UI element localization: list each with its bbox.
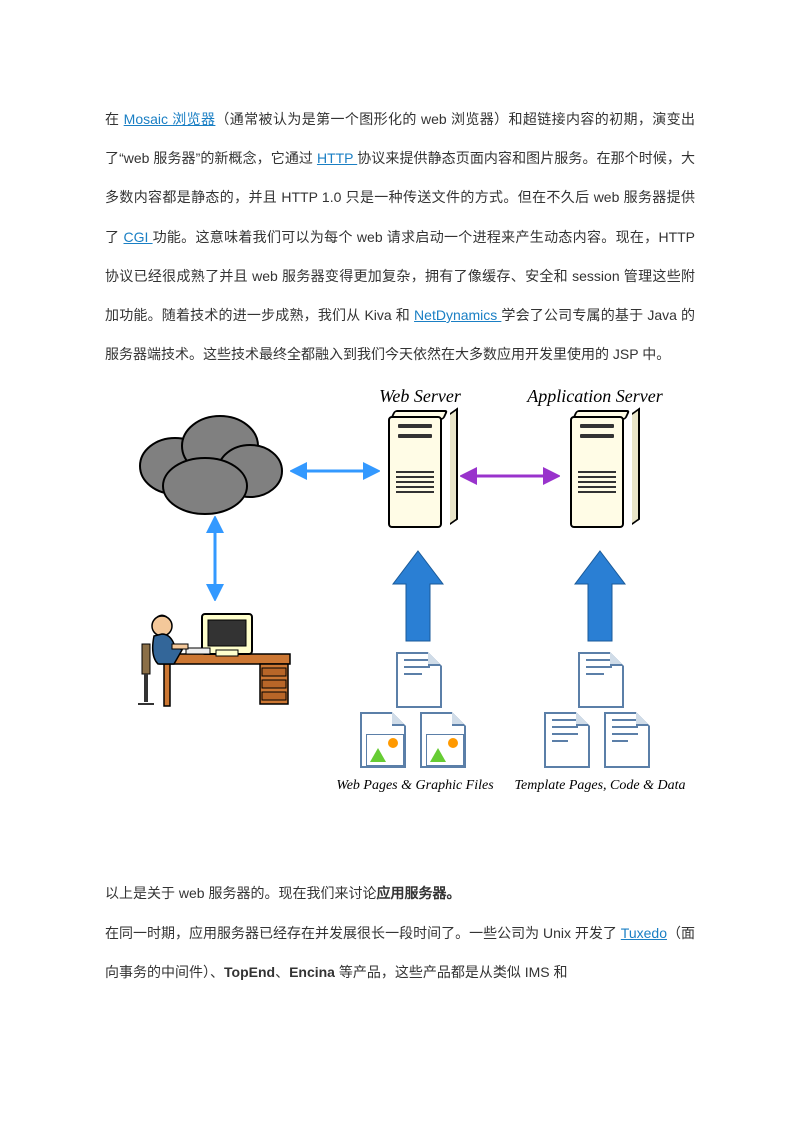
- label-web-server: Web Server: [360, 386, 480, 407]
- app-server-icon: [570, 416, 632, 546]
- arrow-files-to-app: [570, 546, 630, 646]
- cloud-icon: [130, 406, 295, 521]
- text: 、: [275, 964, 289, 980]
- paragraph-intro: 在 Mosaic 浏览器（通常被认为是第一个图形化的 web 浏览器）和超链接内…: [105, 100, 695, 374]
- link-cgi[interactable]: CGI: [124, 229, 153, 245]
- code-icon: [544, 712, 590, 768]
- link-http[interactable]: HTTP: [317, 150, 357, 166]
- text: 在同一时期，应用服务器已经存在并发展很长一段时间了。一些公司为 Unix 开发了: [105, 925, 621, 941]
- bold-appserver: 应用服务器。: [376, 885, 460, 901]
- user-desk-icon: [130, 596, 300, 716]
- link-tuxedo[interactable]: Tuxedo: [621, 925, 667, 941]
- paragraph-appserver: 在同一时期，应用服务器已经存在并发展很长一段时间了。一些公司为 Unix 开发了…: [105, 914, 695, 992]
- graphic-file-icon: [420, 712, 466, 768]
- web-page-icon: [360, 712, 406, 768]
- text: 在: [105, 111, 124, 127]
- caption-web-files: Web Pages & Graphic Files: [330, 778, 500, 794]
- paragraph-transition: 以上是关于 web 服务器的。现在我们来讨论应用服务器。: [105, 874, 695, 913]
- arrow-web-app: [460, 461, 560, 491]
- caption-app-files: Template Pages, Code & Data: [510, 778, 690, 794]
- bold-encina: Encina: [289, 964, 335, 980]
- arrow-cloud-web: [290, 456, 380, 486]
- template-icon: [578, 652, 624, 708]
- doc-icon: [396, 652, 442, 708]
- link-mosaic[interactable]: Mosaic 浏览器: [124, 111, 216, 127]
- link-netdynamics[interactable]: NetDynamics: [414, 307, 501, 323]
- text: 等产品，这些产品都是从类似 IMS 和: [335, 964, 568, 980]
- arrow-cloud-user: [200, 516, 230, 601]
- data-icon: [604, 712, 650, 768]
- bold-topend: TopEnd: [224, 964, 275, 980]
- architecture-diagram: Web Server Application Server: [130, 386, 670, 846]
- arrow-files-to-web: [388, 546, 448, 646]
- label-app-server: Application Server: [510, 386, 680, 407]
- web-server-icon: [388, 416, 450, 546]
- text: 以上是关于 web 服务器的。现在我们来讨论: [105, 885, 376, 901]
